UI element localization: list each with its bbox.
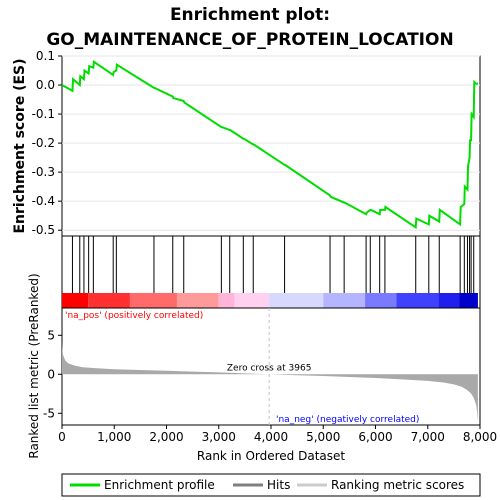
ranking-colorbar xyxy=(62,293,478,308)
colorbar-segment xyxy=(396,293,439,308)
x-tick-label: 0 xyxy=(58,430,66,444)
es-panel-frame xyxy=(61,55,481,237)
colorbar-segment xyxy=(438,293,460,308)
legend-item-enrichment: Enrichment profile xyxy=(70,478,215,492)
enrichment-profile-line xyxy=(61,60,478,230)
es-y-tick-label: 0.0 xyxy=(36,78,55,92)
metric-y-ticks: 5 0 -5 xyxy=(43,328,62,420)
x-tick-label: 4,000 xyxy=(254,430,288,444)
x-tick-label: 5,000 xyxy=(306,430,340,444)
chart-title: Enrichment plot: xyxy=(170,5,330,25)
colorbar-segment xyxy=(129,293,177,308)
x-tick-label: 2,000 xyxy=(149,430,183,444)
colorbar-segment xyxy=(323,293,366,308)
metric-y-tick-label: 0 xyxy=(47,367,55,381)
es-y-tick-label: -0.4 xyxy=(32,194,55,208)
es-y-tick-label: -0.1 xyxy=(32,107,55,121)
colorbar-segment xyxy=(62,293,89,308)
es-y-ticks: 0.1 0.0 -0.1 -0.2 -0.3 -0.4 -0.5 xyxy=(32,49,62,237)
neg-correlated-label: 'na_neg' (negatively correlated) xyxy=(276,415,419,425)
pos-correlated-label: 'na_pos' (positively correlated) xyxy=(65,311,203,321)
colorbar-segment xyxy=(365,293,397,308)
metric-y-tick-label: 5 xyxy=(47,328,55,342)
x-tick-label: 3,000 xyxy=(202,430,236,444)
legend-box xyxy=(61,473,481,497)
colorbar-segment xyxy=(459,293,478,308)
legend-ranking-label: Ranking metric scores xyxy=(331,478,464,492)
colorbar-segment xyxy=(88,293,130,308)
x-tick-label: 1,000 xyxy=(97,430,131,444)
x-tick-label: 7,000 xyxy=(411,430,445,444)
es-y-tick-label: -0.5 xyxy=(32,223,55,237)
x-tick-label: 6,000 xyxy=(358,430,392,444)
x-axis-title: Rank in Ordered Dataset xyxy=(197,449,345,463)
metric-y-tick-label: -5 xyxy=(43,406,55,420)
colorbar-segment xyxy=(234,293,270,308)
es-y-tick-label: 0.1 xyxy=(36,49,55,63)
legend-item-hits: Hits xyxy=(233,478,290,492)
legend-hits-label: Hits xyxy=(267,478,290,492)
metric-y-axis-title: Ranked list metric (PreRanked) xyxy=(27,273,41,458)
legend-enrichment-label: Enrichment profile xyxy=(104,478,215,492)
zero-cross-label: Zero cross at 3965 xyxy=(227,363,312,373)
legend-item-ranking: Ranking metric scores xyxy=(297,478,464,492)
metric-panel-frame xyxy=(61,307,481,426)
x-tick-label: 8,000 xyxy=(463,430,497,444)
colorbar-segment xyxy=(218,293,235,308)
colorbar-segment xyxy=(269,293,324,308)
es-y-tick-label: -0.2 xyxy=(32,136,55,150)
es-gridlines xyxy=(62,55,480,231)
x-ticks: 0 1,000 2,000 3,000 4,000 5,000 6,000 7,000 8,00… xyxy=(58,425,497,444)
es-y-tick-label: -0.3 xyxy=(32,165,55,179)
es-y-axis-title: Enrichment score (ES) xyxy=(12,58,28,233)
hits-marks xyxy=(71,236,475,293)
chart-subtitle: GO_MAINTENANCE_OF_PROTEIN_LOCATION xyxy=(46,30,453,50)
colorbar-segment xyxy=(176,293,219,308)
